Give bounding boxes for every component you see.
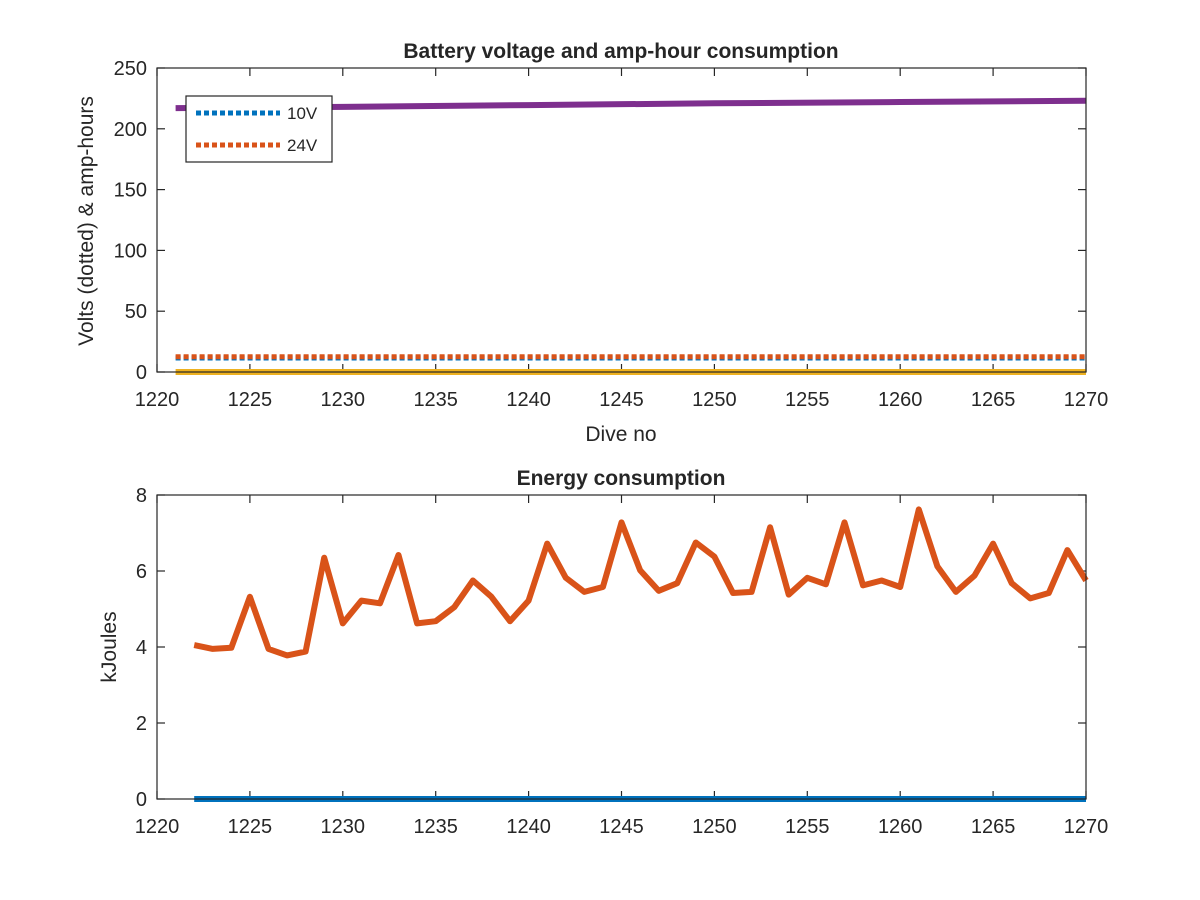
x-tick-label: 1220: [135, 816, 180, 838]
x-tick-label: 1245: [599, 389, 644, 411]
x-tick-label: 1220: [135, 389, 180, 411]
x-tick-label: 1270: [1064, 816, 1109, 838]
x-tick-label: 1260: [878, 816, 923, 838]
plot-title: Energy consumption: [517, 467, 726, 490]
y-tick-label: 0: [136, 789, 147, 811]
plot-frame: [156, 67, 1087, 373]
x-axis-ticks: 1220 1225 1230 1235 1240 1245 1250 1255 1260 1265…: [135, 495, 1109, 838]
x-tick-label: 1230: [321, 816, 366, 838]
y-tick-label: 50: [125, 301, 147, 323]
y-tick-label: 8: [136, 485, 147, 507]
x-tick-label: 1255: [785, 389, 830, 411]
y-tick-label: 6: [136, 561, 147, 583]
voltage-amphour-plot: Battery voltage and amp-hour consumption…: [75, 40, 1108, 446]
energy-consumption-plot: Energy consumption kJoules 1220 1225 1230 1…: [98, 467, 1108, 838]
x-tick-label: 1265: [971, 816, 1016, 838]
legend: 10V 24V: [185, 95, 333, 163]
x-tick-label: 1270: [1064, 389, 1109, 411]
x-axis-label: Dive no: [585, 423, 656, 446]
y-tick-label: 250: [114, 58, 147, 80]
x-tick-label: 1255: [785, 816, 830, 838]
y-tick-label: 200: [114, 119, 147, 141]
x-tick-label: 1225: [228, 816, 273, 838]
y-tick-label: 4: [136, 637, 147, 659]
x-tick-label: 1240: [506, 816, 551, 838]
plot-title: Battery voltage and amp-hour consumption: [403, 40, 838, 63]
x-axis-ticks: 1220 1225 1230 1235 1240 1245 1250 1255 1260 1265…: [135, 68, 1109, 411]
series-line-2: [193, 506, 1089, 659]
y-tick-label: 150: [114, 180, 147, 202]
legend-box: [185, 95, 333, 163]
y-tick-label: 0: [136, 362, 147, 384]
x-tick-label: 1235: [413, 389, 458, 411]
y-axis-label: kJoules: [98, 611, 121, 682]
x-tick-label: 1225: [228, 389, 273, 411]
y-axis-label: Volts (dotted) & amp-hours: [75, 96, 98, 346]
x-tick-label: 1245: [599, 816, 644, 838]
x-tick-label: 1250: [692, 816, 737, 838]
x-tick-label: 1230: [321, 389, 366, 411]
plot-frame: [156, 494, 1087, 800]
y-axis-ticks: 0 50 100 150 200 250: [114, 58, 1086, 384]
legend-label-10v: 10V: [287, 104, 318, 123]
x-tick-label: 1240: [506, 389, 551, 411]
y-tick-label: 100: [114, 240, 147, 262]
legend-label-24v: 24V: [287, 136, 318, 155]
y-tick-label: 2: [136, 713, 147, 735]
x-tick-label: 1260: [878, 389, 923, 411]
x-tick-label: 1265: [971, 389, 1016, 411]
x-tick-label: 1235: [413, 816, 458, 838]
x-tick-label: 1250: [692, 389, 737, 411]
